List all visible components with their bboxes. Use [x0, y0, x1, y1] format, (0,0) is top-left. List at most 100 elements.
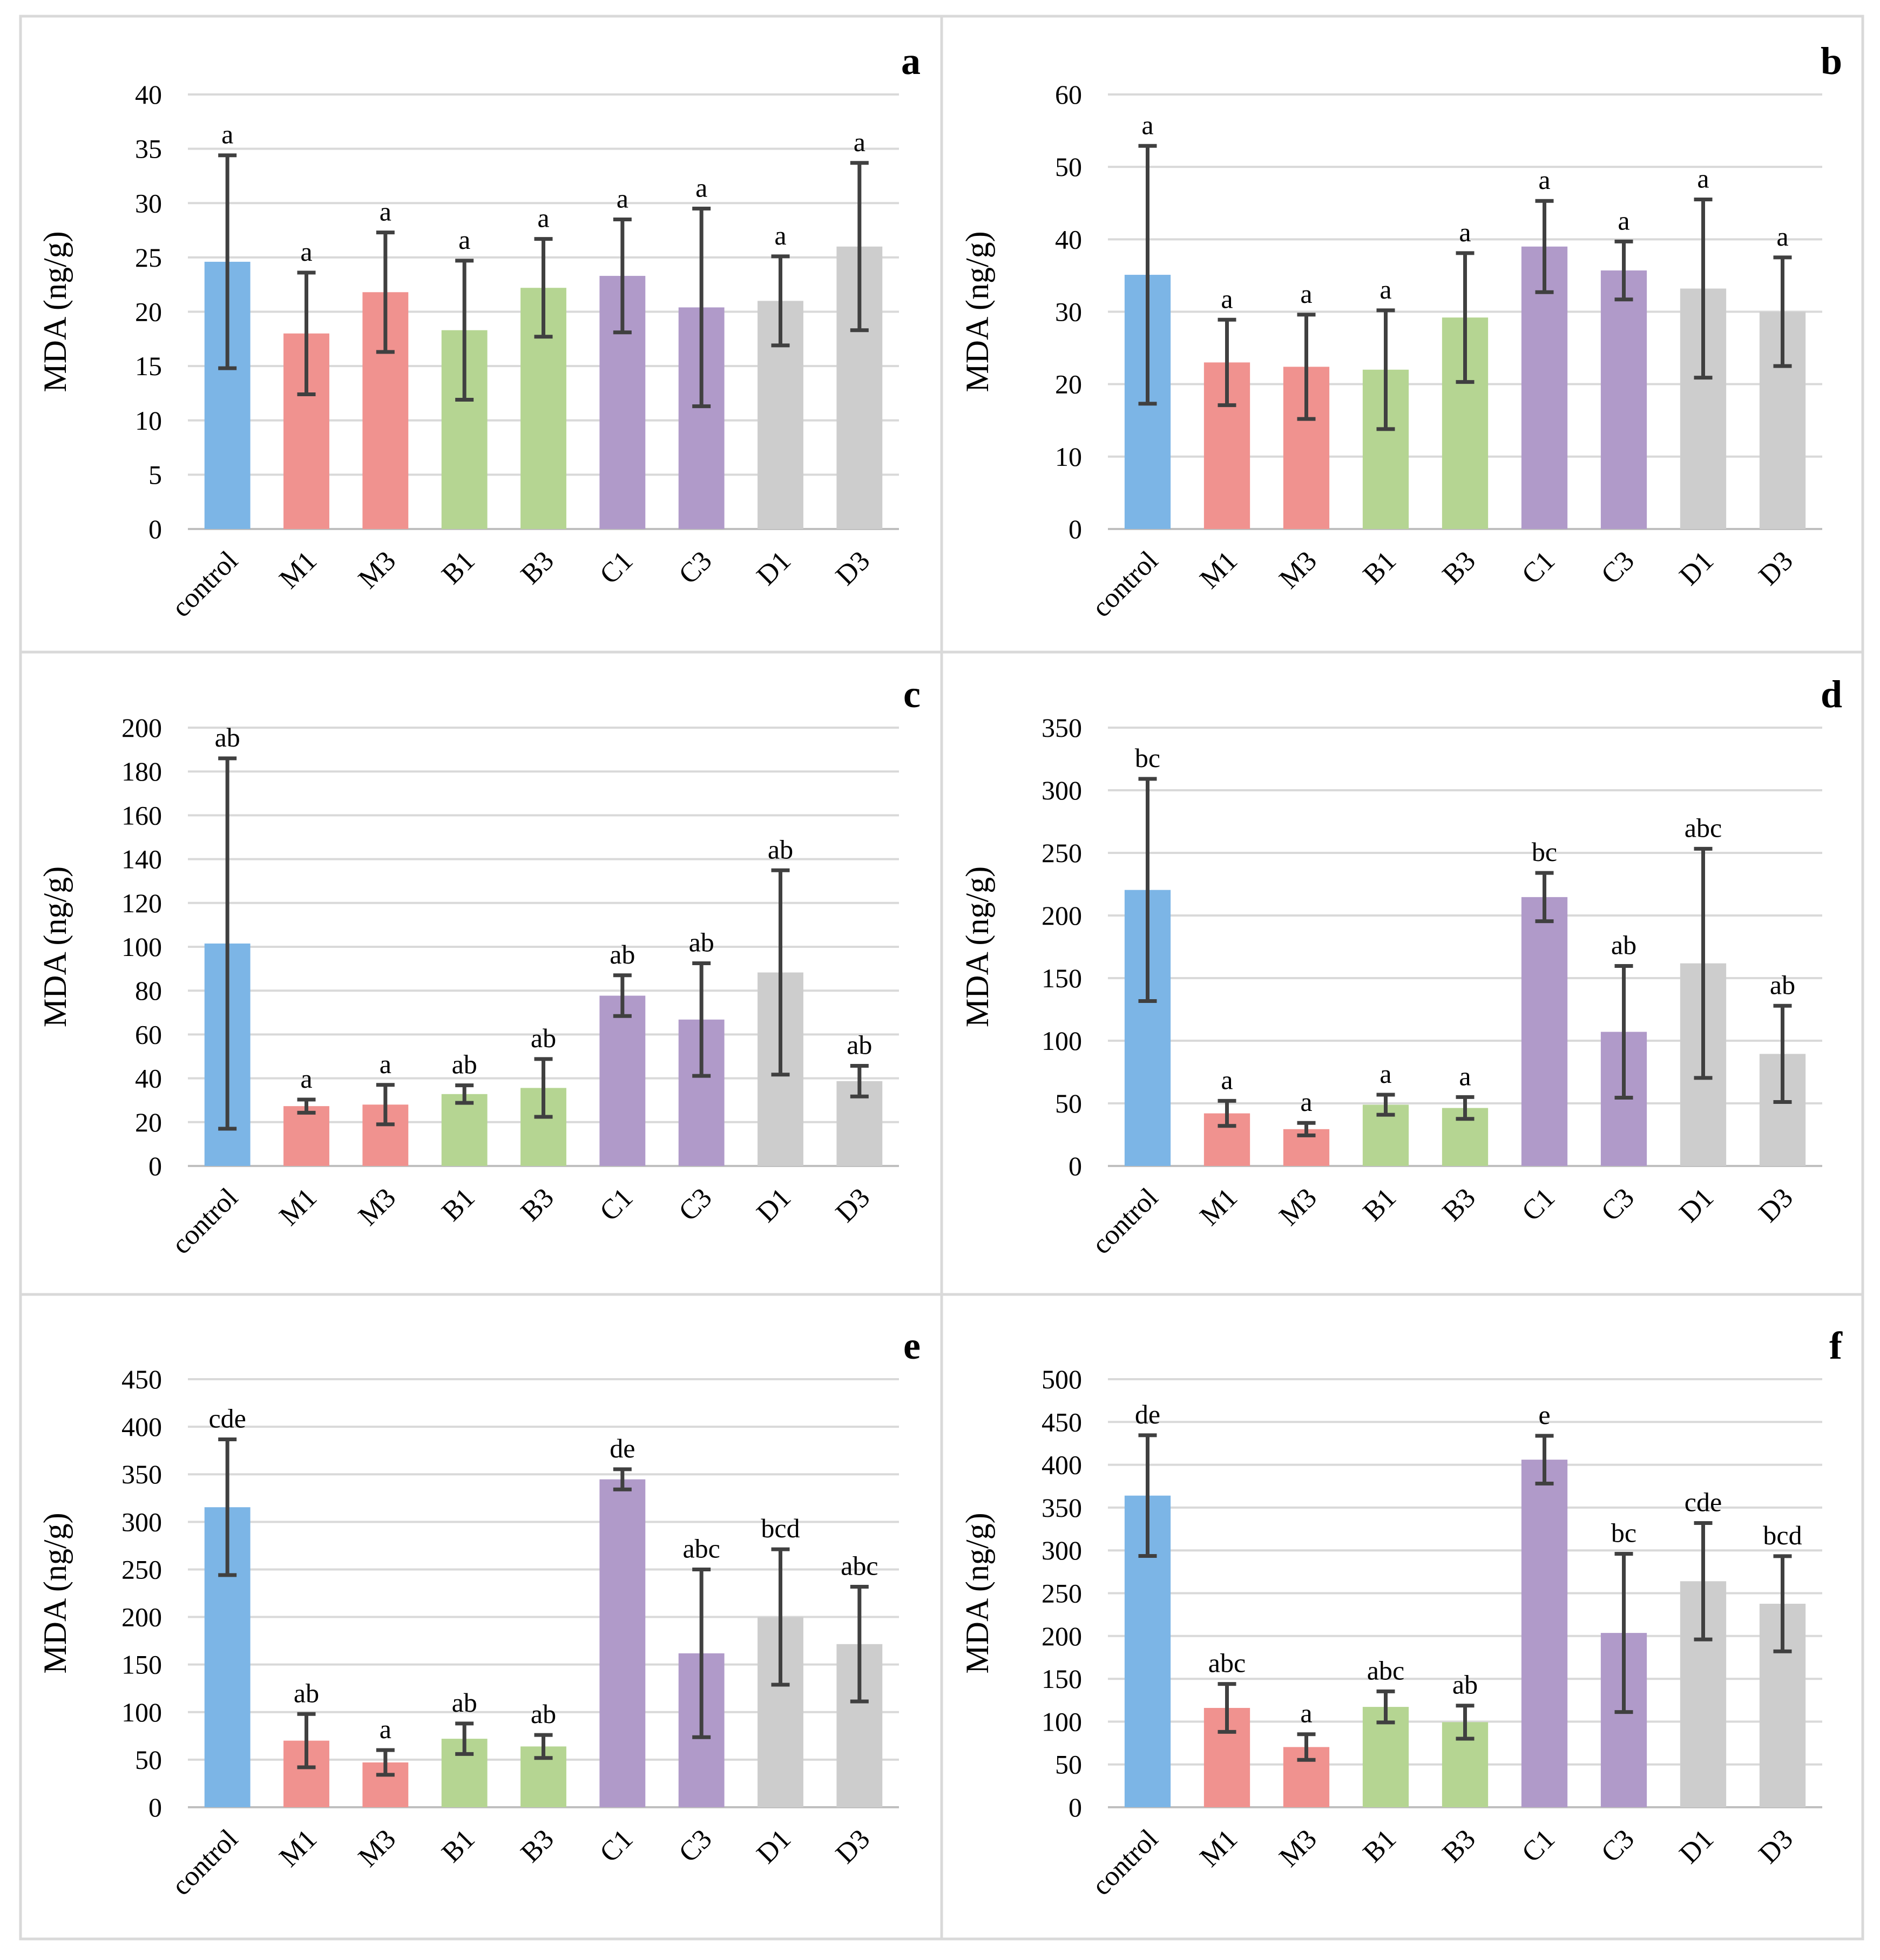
- significance-letter: a: [458, 225, 470, 255]
- y-tick-label: 80: [135, 975, 162, 1006]
- y-tick-label: 50: [1055, 1088, 1082, 1118]
- bar-C1: [1521, 897, 1568, 1166]
- significance-letter: abc: [1208, 1648, 1246, 1678]
- y-tick-label: 250: [1042, 838, 1082, 868]
- bar-C3: [1600, 270, 1647, 529]
- y-tick-label: 0: [148, 514, 162, 544]
- significance-letter: ab: [452, 1049, 477, 1080]
- significance-letter: ab: [1770, 969, 1795, 1000]
- significance-letter: a: [617, 183, 628, 213]
- y-tick-label: 350: [121, 1459, 162, 1489]
- y-tick-label: 150: [1042, 963, 1082, 993]
- y-tick-label: 25: [135, 242, 162, 273]
- bar-M1: [283, 1106, 329, 1166]
- significance-letter: a: [1538, 165, 1550, 195]
- y-tick-label: 0: [1069, 1151, 1082, 1181]
- y-tick-label: 35: [135, 134, 162, 164]
- y-tick-label: 10: [1055, 442, 1082, 472]
- significance-letter: ab: [847, 1029, 872, 1060]
- significance-letter: a: [1776, 221, 1788, 252]
- y-tick-label: 450: [1042, 1407, 1082, 1437]
- y-tick-label: 40: [135, 79, 162, 110]
- y-tick-label: 0: [148, 1792, 162, 1822]
- significance-letter: cde: [1685, 1487, 1722, 1517]
- y-tick-label: 0: [1069, 1792, 1082, 1822]
- y-tick-label: 20: [1055, 369, 1082, 399]
- significance-letter: abc: [682, 1533, 720, 1563]
- y-tick-label: 200: [1042, 900, 1082, 931]
- y-tick-label: 60: [1055, 79, 1082, 110]
- y-tick-label: 350: [1042, 713, 1082, 743]
- significance-letter: a: [1459, 217, 1471, 247]
- y-tick-label: 400: [121, 1412, 162, 1442]
- significance-letter: a: [537, 203, 549, 233]
- significance-letter: ab: [1611, 930, 1636, 960]
- bar-B1: [441, 1094, 488, 1166]
- y-tick-label: 0: [1069, 514, 1082, 544]
- y-tick-label: 200: [121, 713, 162, 743]
- y-tick-label: 100: [121, 932, 162, 962]
- significance-letter: a: [380, 196, 391, 227]
- significance-letter: bc: [1611, 1518, 1636, 1548]
- panel-label: e: [903, 1324, 921, 1367]
- significance-letter: a: [695, 172, 707, 202]
- y-tick-label: 180: [121, 756, 162, 786]
- significance-letter: ab: [531, 1023, 556, 1053]
- bar-C1: [599, 995, 646, 1166]
- significance-letter: abc: [1367, 1655, 1404, 1685]
- significance-letter: bc: [1532, 837, 1557, 867]
- significance-letter: ab: [294, 1678, 319, 1708]
- significance-letter: abc: [1685, 812, 1722, 843]
- y-tick-label: 40: [135, 1063, 162, 1094]
- y-tick-label: 400: [1042, 1450, 1082, 1480]
- y-axis-label: MDA (ng/g): [959, 1513, 995, 1673]
- significance-letter: cde: [208, 1403, 246, 1434]
- y-tick-label: 120: [121, 888, 162, 918]
- y-tick-label: 160: [121, 800, 162, 830]
- significance-letter: a: [1221, 283, 1233, 314]
- y-tick-label: 40: [1055, 224, 1082, 254]
- significance-letter: a: [1300, 1698, 1312, 1728]
- y-tick-label: 60: [135, 1019, 162, 1049]
- y-tick-label: 150: [121, 1650, 162, 1680]
- y-tick-label: 30: [135, 188, 162, 218]
- y-axis-label: MDA (ng/g): [959, 866, 995, 1027]
- y-tick-label: 15: [135, 351, 162, 381]
- y-tick-label: 30: [1055, 297, 1082, 327]
- significance-letter: a: [1618, 205, 1629, 235]
- significance-letter: ab: [610, 939, 635, 969]
- y-tick-label: 450: [121, 1364, 162, 1394]
- significance-letter: a: [380, 1049, 391, 1079]
- significance-letter: ab: [452, 1687, 477, 1718]
- significance-letter: bcd: [761, 1513, 800, 1543]
- significance-letter: ab: [215, 722, 240, 752]
- significance-letter: a: [774, 220, 786, 250]
- y-tick-label: 300: [121, 1507, 162, 1537]
- y-tick-label: 50: [1055, 1749, 1082, 1780]
- panel-label: a: [901, 39, 921, 83]
- significance-letter: a: [1300, 1087, 1312, 1117]
- bar-C1: [599, 1479, 646, 1807]
- y-axis-label: MDA (ng/g): [37, 231, 73, 392]
- y-tick-label: 200: [1042, 1621, 1082, 1651]
- significance-letter: a: [1300, 279, 1312, 309]
- significance-letter: a: [300, 236, 312, 267]
- significance-letter: ab: [768, 834, 793, 864]
- significance-letter: a: [854, 127, 865, 157]
- significance-letter: bc: [1135, 743, 1160, 773]
- significance-letter: a: [1459, 1061, 1471, 1091]
- significance-letter: de: [610, 1433, 635, 1463]
- y-tick-label: 500: [1042, 1364, 1082, 1394]
- y-tick-label: 300: [1042, 1535, 1082, 1565]
- y-tick-label: 100: [1042, 1706, 1082, 1737]
- significance-letter: e: [1538, 1400, 1550, 1430]
- significance-letter: a: [380, 1714, 391, 1744]
- significance-letter: a: [1221, 1064, 1233, 1095]
- y-tick-label: 100: [121, 1697, 162, 1727]
- y-axis-label: MDA (ng/g): [959, 231, 995, 392]
- y-tick-label: 20: [135, 297, 162, 327]
- significance-letter: a: [221, 119, 233, 150]
- y-axis-label: MDA (ng/g): [37, 1513, 73, 1673]
- y-tick-label: 250: [121, 1554, 162, 1584]
